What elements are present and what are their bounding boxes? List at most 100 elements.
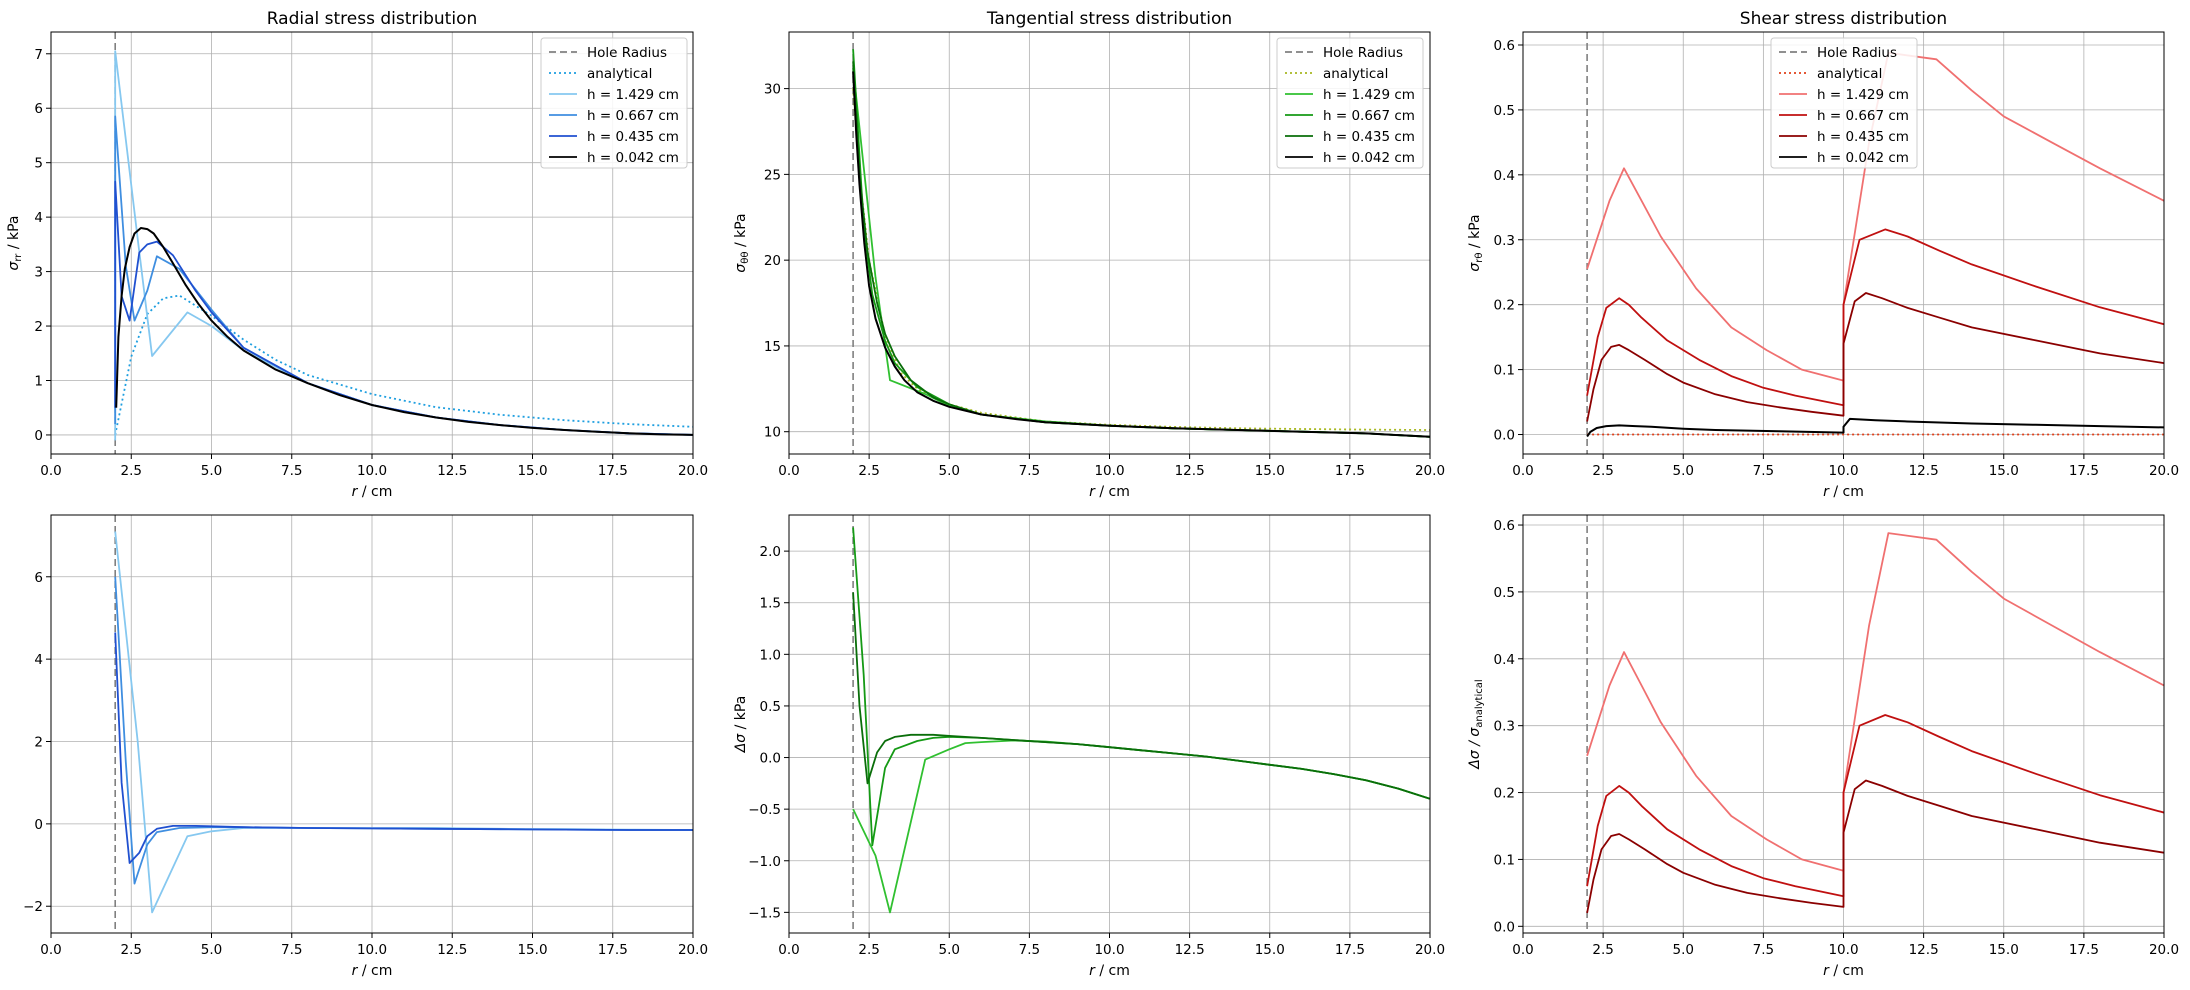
axes-frame — [788, 514, 1431, 934]
x-axis-label-unit: / cm — [1095, 484, 1130, 500]
legend-label: Hole Radius — [1323, 45, 1403, 61]
y-tick-label: −0.5 — [748, 802, 781, 818]
series-group — [114, 531, 693, 914]
series-line-2 — [1586, 714, 2164, 898]
y-tick-label: 0.6 — [1494, 518, 1515, 534]
x-tick-label: 20.0 — [678, 463, 708, 479]
y-tick-label: 25 — [764, 167, 781, 183]
y-axis-label: Δσ / σanalytical — [1467, 679, 1485, 769]
y-axis-label: Δσ / kPa — [733, 696, 749, 754]
y-tick-label: 10 — [764, 425, 781, 441]
y-axis-label-sub: analytical — [1474, 679, 1485, 727]
series-line-6 — [852, 71, 1430, 438]
y-tick-label: 30 — [764, 82, 781, 98]
x-tick-label: 2.5 — [121, 942, 142, 958]
y-tick-label: 0.1 — [1494, 852, 1515, 868]
legend-label: analytical — [1323, 66, 1388, 82]
y-tick-label: 0.6 — [1494, 38, 1515, 54]
x-tick-label: 17.5 — [2069, 463, 2099, 479]
y-tick-label: 0.2 — [1494, 786, 1515, 802]
legend-label: h = 0.667 cm — [1323, 108, 1415, 124]
series-group — [1586, 51, 2164, 438]
y-tick-label: 0.5 — [1494, 103, 1515, 119]
x-tick-label: 10.0 — [1094, 942, 1124, 958]
x-tick-label: 2.5 — [1592, 463, 1613, 479]
y-tick-label: 0.0 — [1494, 428, 1515, 444]
y-tick-label: 0.4 — [1494, 652, 1515, 668]
x-tick-label: 7.5 — [1019, 942, 1040, 958]
x-tick-label: 5.0 — [1673, 942, 1694, 958]
x-axis-label: r / cm — [1089, 963, 1130, 979]
y-axis-label-main: σ — [6, 261, 22, 271]
subplot-1: 0.0 2.5 5.0 7.5 10.0 12.5 15.0 17.5 20.0 0 1 2 3 4 5 6 7… — [6, 9, 708, 500]
y-tick-label: 0.3 — [1494, 719, 1515, 735]
x-tick-label: 10.0 — [1094, 463, 1124, 479]
legend-frame — [1770, 37, 1918, 169]
y-tick-label: −2 — [23, 899, 43, 915]
series-group — [114, 50, 693, 441]
x-tick-label: 7.5 — [1019, 463, 1040, 479]
x-tick-label: 2.5 — [858, 942, 879, 958]
series-line-3 — [852, 592, 1430, 800]
y-axis-label-sub: rr — [13, 253, 24, 262]
subplot-6: 0.0 2.5 5.0 7.5 10.0 12.5 15.0 17.5 20.0 0.0 0.1 0.… — [1467, 514, 2179, 979]
legend-label: Hole Radius — [1817, 45, 1897, 61]
y-axis-label-main: σ — [733, 263, 749, 273]
y-tick-label: 0.5 — [760, 699, 781, 715]
chart-title: Shear stress distribution — [1740, 9, 1947, 29]
subplot-5: 0.0 2.5 5.0 7.5 10.0 12.5 15.0 17.5 20.0 −1.5 −1.0… — [733, 514, 1445, 979]
x-tick-label: 12.5 — [1909, 463, 1939, 479]
x-tick-label: 17.5 — [1335, 942, 1365, 958]
subplot-3: 0.0 2.5 5.0 7.5 10.0 12.5 15.0 17.5 20.0 0.0 0.1 0.… — [1467, 9, 2179, 500]
y-tick-label: −1.0 — [748, 854, 781, 870]
y-tick-label: 15 — [764, 339, 781, 355]
series-line-3 — [114, 632, 693, 864]
x-tick-label: 7.5 — [1753, 463, 1774, 479]
legend-label: h = 0.042 cm — [1817, 150, 1909, 166]
y-axis-label-sub: θθ — [740, 252, 751, 264]
y-axis-label: σrθ / kPa — [1467, 214, 1485, 271]
legend-label: h = 0.042 cm — [587, 150, 679, 166]
axes-frame — [788, 31, 1431, 455]
y-tick-label: 1 — [34, 373, 43, 389]
y-axis-label-main: σ — [1467, 262, 1483, 272]
y-tick-label: 6 — [34, 101, 43, 117]
y-tick-label: 2 — [34, 319, 43, 335]
x-tick-label: 0.0 — [778, 463, 799, 479]
legend: Hole Radius analytical h = 1.429 cm h = 0.6… — [1770, 37, 1918, 169]
y-axis-label-unit: / kPa — [733, 696, 749, 734]
y-axis-label-unit: / kPa — [733, 213, 749, 251]
x-tick-label: 2.5 — [858, 463, 879, 479]
y-tick-label: 1.0 — [760, 647, 781, 663]
x-tick-label: 5.0 — [939, 463, 960, 479]
y-tick-label: 4 — [34, 210, 43, 226]
x-axis-label-var: r — [1823, 963, 1830, 979]
series-group — [852, 49, 1430, 438]
x-tick-label: 10.0 — [357, 463, 387, 479]
y-tick-label: 1.5 — [760, 596, 781, 612]
y-tick-label: 20 — [764, 253, 781, 269]
x-tick-label: 17.5 — [598, 942, 628, 958]
series-group — [852, 527, 1430, 914]
legend-label: h = 0.667 cm — [1817, 108, 1909, 124]
y-tick-label: 6 — [34, 570, 43, 586]
legend-label: h = 1.429 cm — [1323, 87, 1415, 103]
x-tick-label: 7.5 — [1753, 942, 1774, 958]
series-group — [1586, 532, 2164, 914]
series-line-2 — [852, 88, 1430, 431]
y-axis-label-main: Δσ — [733, 733, 749, 754]
axes-frame — [1522, 31, 2165, 455]
y-tick-label: 2 — [34, 735, 43, 751]
axes-frame — [50, 31, 694, 455]
x-axis-label-unit: / cm — [357, 963, 392, 979]
x-axis-label-var: r — [352, 963, 359, 979]
chart-title: Radial stress distribution — [267, 9, 478, 29]
series-line-5 — [1586, 292, 2164, 422]
legend-frame — [540, 37, 688, 169]
x-axis-label-unit: / cm — [1829, 484, 1864, 500]
legend-label: analytical — [587, 66, 652, 82]
y-tick-label: 0.4 — [1494, 168, 1515, 184]
legend-label: h = 0.435 cm — [1323, 129, 1415, 145]
x-tick-label: 2.5 — [121, 463, 142, 479]
y-tick-label: 0 — [34, 428, 43, 444]
